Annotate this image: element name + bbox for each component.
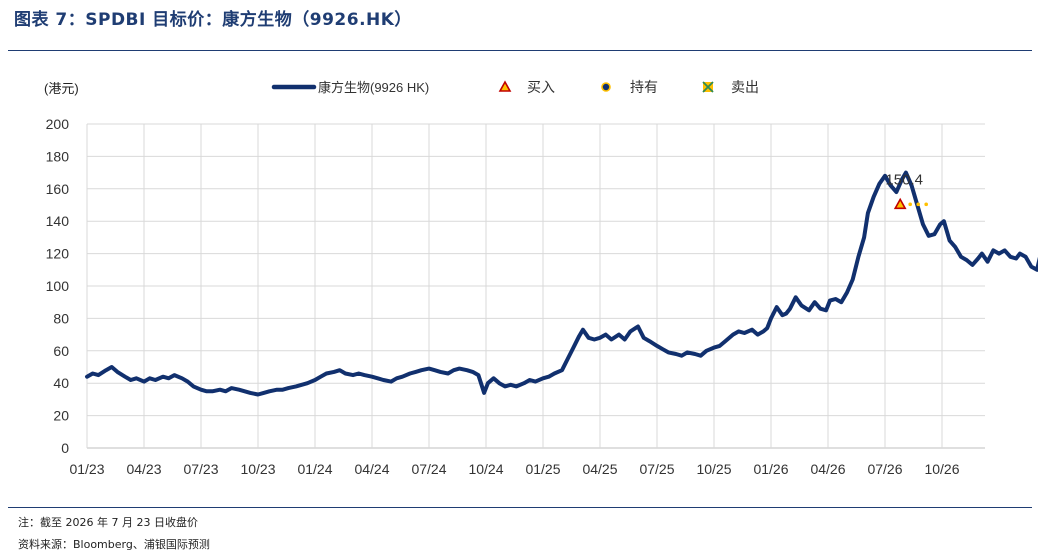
x-tick-label: 01/26 <box>753 461 788 477</box>
footnote-date: 注：截至 2026 年 7 月 23 日收盘价 <box>18 516 198 529</box>
legend-label-buy: 买入 <box>527 79 555 95</box>
x-tick-label: 10/26 <box>924 461 959 477</box>
y-tick-label: 20 <box>53 408 69 424</box>
y-tick-label: 200 <box>46 116 70 132</box>
x-tick-label: 01/23 <box>69 461 104 477</box>
y-tick-label: 40 <box>53 375 69 391</box>
x-tick-label: 10/25 <box>696 461 731 477</box>
target-dot <box>924 202 928 207</box>
x-tick-label: 04/23 <box>126 461 161 477</box>
x-tick-label: 04/25 <box>582 461 617 477</box>
legend-label-hold: 持有 <box>630 79 658 95</box>
x-tick-label: 07/23 <box>183 461 218 477</box>
y-tick-label: 80 <box>53 310 69 326</box>
sell-marker-cross <box>702 81 714 93</box>
legend-label-series: 康方生物(9926 HK) <box>318 80 429 95</box>
buy-marker-icon <box>498 80 512 92</box>
target-buy-marker <box>893 197 907 210</box>
target-dot <box>908 202 912 207</box>
x-tick-label: 07/25 <box>639 461 674 477</box>
x-tick-label: 04/26 <box>810 461 845 477</box>
header-rule <box>8 50 1032 51</box>
x-tick-label: 01/25 <box>525 461 560 477</box>
y-tick-label: 60 <box>53 343 69 359</box>
price-line <box>85 170 1038 397</box>
target-price-label: 150.4 <box>885 171 923 188</box>
x-tick-label: 01/24 <box>297 461 332 477</box>
legend-label-sell: 卖出 <box>731 79 759 95</box>
x-tick-label: 07/26 <box>867 461 902 477</box>
hold-marker-icon <box>601 82 611 92</box>
y-unit-label: (港元) <box>44 81 79 96</box>
footnote-source: 资料来源：Bloomberg、浦银国际预测 <box>18 538 210 551</box>
x-tick-label: 07/24 <box>411 461 446 477</box>
y-tick-label: 180 <box>46 148 70 164</box>
y-tick-label: 0 <box>61 440 69 456</box>
footer-rule <box>8 507 1032 508</box>
y-tick-label: 100 <box>46 278 70 294</box>
y-tick-label: 120 <box>46 246 70 262</box>
x-tick-label: 04/24 <box>354 461 389 477</box>
y-tick-label: 140 <box>46 213 70 229</box>
figure-title: 图表 7：SPDBI 目标价：康方生物（9926.HK） <box>14 10 412 30</box>
legend: 康方生物(9926 HK) 买入 持有 卖出 <box>271 79 759 95</box>
target-dot <box>916 202 920 207</box>
x-tick-label: 10/23 <box>240 461 275 477</box>
x-tick-label: 10/24 <box>468 461 503 477</box>
y-tick-label: 160 <box>46 181 70 197</box>
